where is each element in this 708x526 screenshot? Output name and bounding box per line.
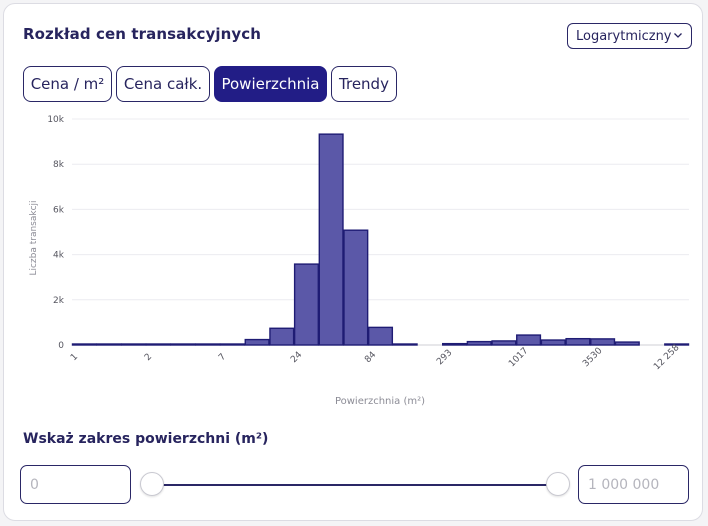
- y-axis-ticks: 0 2k 4k 6k 8k 10k: [47, 115, 64, 351]
- histogram-bar: [540, 339, 566, 346]
- histogram-bar: [145, 343, 171, 346]
- tab-label: Trendy: [339, 75, 389, 93]
- card-title: Rozkład cen transakcyjnych: [23, 25, 262, 43]
- y-tick-label: 4k: [53, 251, 65, 261]
- tab-label: Cena / m²: [30, 75, 105, 93]
- histogram-bar: [565, 337, 591, 346]
- x-tick-label: 293: [435, 348, 454, 367]
- y-tick-label: 0: [58, 341, 64, 351]
- x-tick-label: 3530: [581, 346, 604, 369]
- x-tick-label: 2: [143, 352, 154, 363]
- histogram-bar: [71, 343, 97, 346]
- x-tick-label: 12 258: [652, 343, 682, 373]
- histogram-bar: [343, 229, 369, 346]
- tab-powierzchnia[interactable]: Powierzchnia: [214, 66, 327, 102]
- histogram-card: Rozkład cen transakcyjnych Logarytmiczny…: [3, 3, 703, 521]
- range-slider-min-handle[interactable]: [140, 472, 164, 496]
- histogram-bar: [269, 327, 295, 346]
- histogram-bar: [664, 343, 690, 346]
- histogram-bar: [442, 342, 468, 346]
- histogram-chart: 0 2k 4k 6k 8k 10k 1 2 7 24 84 293 1017 3530 12 258 Li…: [29, 115, 690, 407]
- histogram-bar: [367, 326, 394, 346]
- histogram-bar: [195, 343, 221, 346]
- y-tick-label: 8k: [53, 160, 65, 170]
- histogram-bar: [121, 343, 147, 346]
- chart-grid: [72, 118, 689, 346]
- x-tick-label: 1: [69, 352, 80, 363]
- tab-cena-m2[interactable]: Cena / m²: [23, 66, 112, 102]
- scale-select-value: Logarytmiczny: [576, 28, 672, 44]
- histogram-bars: [71, 133, 690, 346]
- y-tick-label: 10k: [47, 115, 64, 125]
- x-tick-label: 7: [217, 352, 228, 363]
- x-axis-label: Powierzchnia (m²): [335, 396, 425, 407]
- y-tick-label: 2k: [53, 296, 65, 306]
- histogram-bar: [491, 340, 517, 346]
- histogram-bar: [96, 343, 122, 346]
- scale-select[interactable]: Logarytmiczny: [567, 23, 692, 49]
- tab-trendy[interactable]: Trendy: [331, 66, 397, 102]
- y-axis-label: Liczba transakcji: [29, 200, 39, 275]
- tab-label: Powierzchnia: [221, 75, 320, 93]
- range-slider-track[interactable]: [152, 484, 558, 486]
- histogram-bar: [614, 341, 640, 346]
- x-axis-ticks: 1 2 7 24 84 293 1017 3530 12 258: [69, 343, 682, 373]
- y-tick-label: 6k: [53, 205, 65, 215]
- histogram-bar: [244, 338, 270, 346]
- x-tick-label: 84: [363, 350, 378, 365]
- tab-cena-calk[interactable]: Cena całk.: [116, 66, 210, 102]
- range-min-input[interactable]: [20, 465, 131, 504]
- chevron-down-icon: [674, 33, 682, 38]
- range-slider-max-handle[interactable]: [546, 472, 570, 496]
- range-title: Wskaż zakres powierzchni (m²): [23, 431, 269, 447]
- tab-label: Cena całk.: [123, 75, 203, 93]
- histogram-bar: [170, 343, 196, 346]
- histogram-bar: [466, 340, 492, 346]
- x-tick-label: 1017: [507, 346, 530, 369]
- histogram-bar: [590, 338, 616, 346]
- histogram-bar: [318, 133, 344, 346]
- histogram-bar: [392, 343, 418, 346]
- range-max-input[interactable]: [578, 465, 689, 504]
- histogram-bar: [293, 263, 319, 346]
- histogram-bar: [219, 343, 245, 346]
- x-tick-label: 24: [289, 350, 304, 365]
- histogram-bar: [516, 334, 542, 346]
